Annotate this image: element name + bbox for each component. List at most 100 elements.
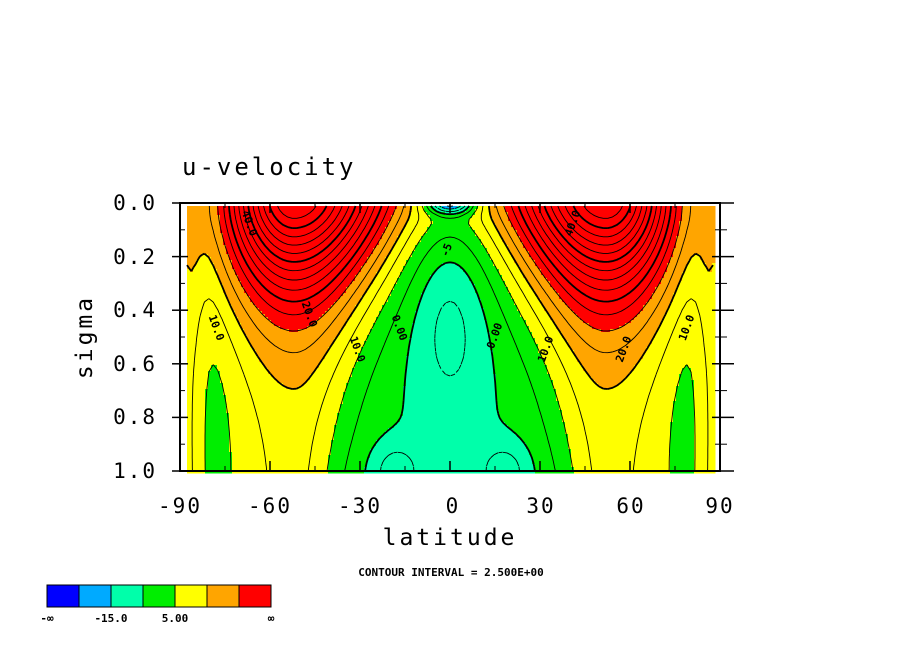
- field-cell: [352, 272, 356, 276]
- field-cell: [532, 230, 536, 234]
- field-cell: [505, 218, 509, 222]
- field-cell: [712, 218, 716, 222]
- field-cell: [538, 275, 542, 279]
- field-cell: [316, 209, 320, 213]
- field-cell: [556, 263, 560, 267]
- field-cell: [397, 281, 401, 285]
- field-cell: [559, 218, 563, 222]
- field-cell: [607, 206, 611, 210]
- field-cell: [421, 281, 425, 285]
- field-cell: [313, 278, 317, 282]
- field-cell: [277, 215, 281, 219]
- field-cell: [280, 272, 284, 276]
- field-cell: [376, 278, 380, 282]
- field-cell: [301, 281, 305, 285]
- field-cell: [700, 206, 704, 210]
- field-cell: [436, 275, 440, 279]
- field-cell: [700, 209, 704, 213]
- field-cell: [394, 212, 398, 216]
- field-cell: [460, 257, 464, 261]
- field-cell: [400, 278, 404, 282]
- field-cell: [688, 230, 692, 234]
- field-cell: [268, 275, 272, 279]
- field-cell: [610, 266, 614, 270]
- field-cell: [295, 209, 299, 213]
- field-cell: [295, 221, 299, 225]
- field-cell: [388, 275, 392, 279]
- field-cell: [355, 269, 359, 273]
- field-cell: [454, 230, 458, 234]
- field-cell: [502, 272, 506, 276]
- field-cell: [319, 275, 323, 279]
- field-cell: [703, 209, 707, 213]
- field-cell: [436, 245, 440, 249]
- field-cell: [427, 242, 431, 246]
- field-cell: [283, 230, 287, 234]
- field-cell: [211, 218, 215, 222]
- field-cell: [586, 236, 590, 240]
- field-cell: [499, 206, 503, 210]
- field-cell: [484, 257, 488, 261]
- field-cell: [691, 224, 695, 228]
- field-cell: [439, 269, 443, 273]
- field-cell: [217, 230, 221, 234]
- field-cell: [268, 284, 272, 288]
- field-cell: [283, 236, 287, 240]
- field-cell: [628, 236, 632, 240]
- field-cell: [358, 239, 362, 243]
- field-cell: [211, 245, 215, 249]
- field-cell: [517, 242, 521, 246]
- field-cell: [511, 233, 515, 237]
- field-cell: [448, 266, 452, 270]
- field-cell: [688, 278, 692, 282]
- field-cell: [421, 278, 425, 282]
- field-cell: [694, 260, 698, 264]
- field-cell: [712, 260, 716, 264]
- field-cell: [463, 263, 467, 267]
- field-cell: [628, 263, 632, 267]
- field-cell: [196, 248, 200, 252]
- field-cell: [190, 284, 194, 288]
- field-cell: [289, 248, 293, 252]
- field-cell: [526, 260, 530, 264]
- field-cell: [475, 263, 479, 267]
- field-cell: [295, 266, 299, 270]
- field-cell: [205, 269, 209, 273]
- field-cell: [406, 206, 410, 210]
- field-cell: [310, 227, 314, 231]
- field-cell: [682, 209, 686, 213]
- field-cell: [373, 254, 377, 258]
- field-cell: [370, 260, 374, 264]
- field-cell: [286, 209, 290, 213]
- field-cell: [568, 248, 572, 252]
- field-cell: [187, 272, 191, 276]
- field-cell: [469, 260, 473, 264]
- field-cell: [613, 218, 617, 222]
- field-cell: [202, 209, 206, 213]
- field-cell: [439, 287, 443, 291]
- field-cell: [265, 281, 269, 285]
- field-cell: [505, 206, 509, 210]
- field-cell: [205, 242, 209, 246]
- field-cell: [253, 245, 257, 249]
- field-cell: [370, 287, 374, 291]
- field-cell: [490, 272, 494, 276]
- field-cell: [418, 233, 422, 237]
- field-cell: [622, 242, 626, 246]
- field-cell: [406, 254, 410, 258]
- field-cell: [517, 227, 521, 231]
- field-cell: [445, 278, 449, 282]
- field-cell: [676, 275, 680, 279]
- field-cell: [289, 257, 293, 261]
- field-cell: [700, 215, 704, 219]
- field-cell: [679, 233, 683, 237]
- field-cell: [496, 254, 500, 258]
- field-cell: [235, 263, 239, 267]
- field-cell: [268, 263, 272, 267]
- field-cell: [187, 215, 191, 219]
- field-cell: [187, 275, 191, 279]
- field-cell: [703, 233, 707, 237]
- field-cell: [613, 221, 617, 225]
- field-cell: [205, 218, 209, 222]
- field-cell: [205, 221, 209, 225]
